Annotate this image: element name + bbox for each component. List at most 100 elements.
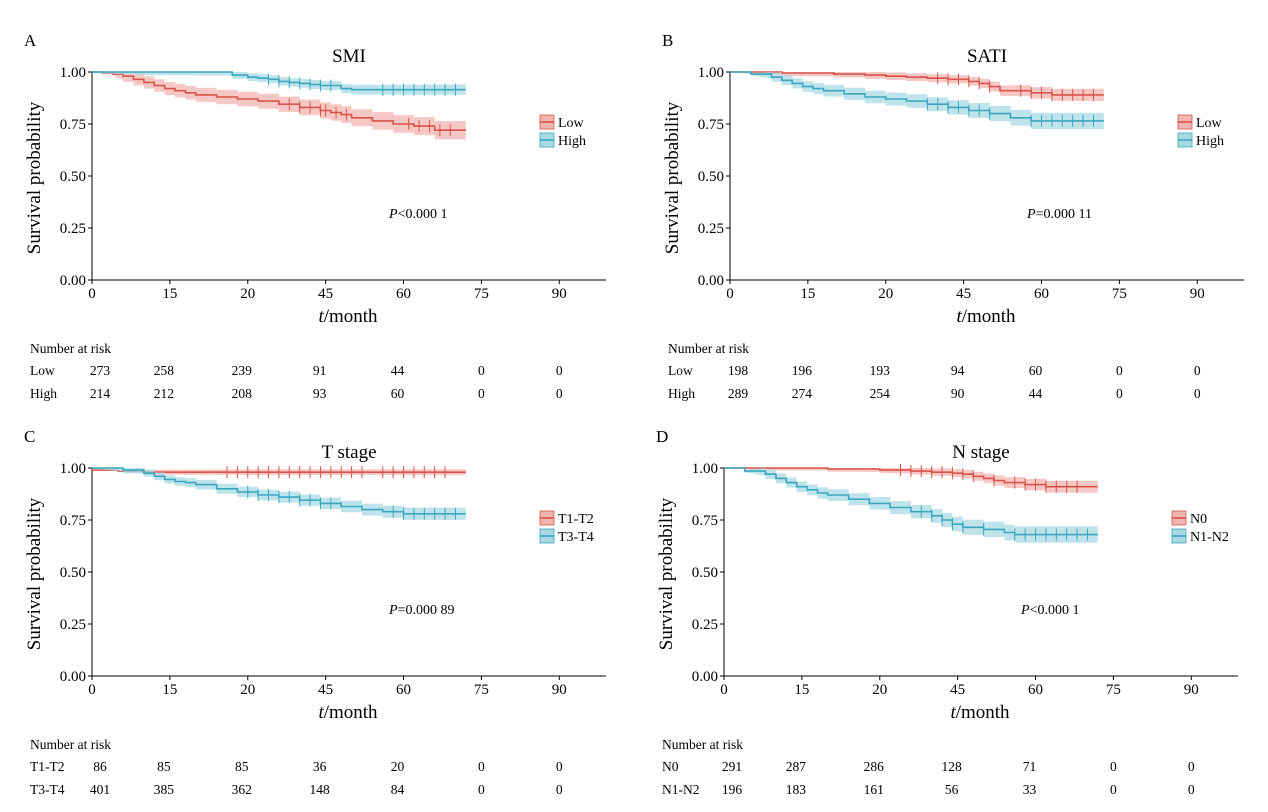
ci-band-1 bbox=[724, 468, 1098, 543]
risk-value: 60 bbox=[1029, 363, 1043, 378]
risk-value: 0 bbox=[478, 363, 485, 378]
chart-title: SATI bbox=[967, 46, 1007, 67]
legend-label: High bbox=[558, 134, 586, 149]
risk-heading: Number at risk bbox=[662, 737, 743, 752]
x-tick-label: 60 bbox=[396, 682, 411, 698]
p-value: P<0.000 1 bbox=[388, 207, 447, 222]
risk-value: 0 bbox=[556, 782, 563, 797]
legend-label: T3-T4 bbox=[558, 530, 594, 545]
risk-value: 161 bbox=[864, 782, 884, 797]
panel-d: D N stage Survival probability t/month 1.00 0… bbox=[632, 396, 1266, 802]
x-axis-label-italic: t bbox=[950, 702, 956, 723]
x-tick-label: 45 bbox=[950, 682, 965, 698]
x-axis-label: t/month bbox=[318, 306, 378, 327]
x-axis-label-rest: /month bbox=[324, 702, 378, 723]
y-tick-label: 0.75 bbox=[692, 513, 718, 529]
y-tick-label: 0.00 bbox=[60, 669, 86, 685]
risk-value: 20 bbox=[391, 759, 405, 774]
risk-value: 289 bbox=[728, 386, 749, 401]
risk-value: 85 bbox=[235, 759, 249, 774]
x-tick-label: 75 bbox=[1106, 682, 1121, 698]
risk-row-label: Low bbox=[30, 363, 55, 378]
risk-value: 148 bbox=[310, 782, 331, 797]
panel-letter: D bbox=[656, 427, 668, 446]
km-chart: A SMI Survival probability t/month 1.00 0.75 0… bbox=[24, 31, 606, 401]
risk-value: 287 bbox=[786, 759, 807, 774]
risk-value: 0 bbox=[1188, 782, 1195, 797]
legend-label: Low bbox=[1196, 116, 1223, 131]
risk-heading: Number at risk bbox=[668, 341, 749, 356]
risk-row-label: T3-T4 bbox=[30, 782, 65, 797]
risk-value: 84 bbox=[391, 782, 405, 797]
risk-value: 0 bbox=[1188, 759, 1195, 774]
x-tick-label: 20 bbox=[878, 286, 893, 302]
risk-value: 198 bbox=[728, 363, 749, 378]
km-chart: B SATI Survival probability t/month 1.00 0.75… bbox=[662, 31, 1244, 401]
y-tick-label: 1.00 bbox=[60, 65, 86, 81]
x-tick-label: 20 bbox=[240, 682, 255, 698]
x-tick-label: 0 bbox=[726, 286, 734, 302]
risk-value: 36 bbox=[313, 759, 327, 774]
p-value-italic: P bbox=[388, 207, 398, 222]
y-tick-label: 1.00 bbox=[60, 461, 86, 477]
panel-letter: C bbox=[24, 427, 35, 446]
risk-row-label: N1-N2 bbox=[662, 782, 700, 797]
p-value-italic: P bbox=[388, 603, 398, 618]
risk-value: 193 bbox=[870, 363, 891, 378]
x-tick-label: 45 bbox=[318, 286, 333, 302]
risk-row-label: T1-T2 bbox=[30, 759, 65, 774]
p-value: P<0.000 1 bbox=[1020, 603, 1079, 618]
risk-value: 0 bbox=[478, 782, 485, 797]
risk-value: 56 bbox=[945, 782, 959, 797]
risk-value: 0 bbox=[1194, 363, 1201, 378]
legend-label: Low bbox=[558, 116, 585, 131]
risk-value: 0 bbox=[1116, 363, 1123, 378]
risk-value: 33 bbox=[1023, 782, 1037, 797]
p-value: P=0.000 89 bbox=[388, 603, 454, 618]
risk-value: 91 bbox=[313, 363, 327, 378]
x-axis-label-italic: t bbox=[318, 306, 324, 327]
risk-value: 401 bbox=[90, 782, 110, 797]
risk-value: 258 bbox=[154, 363, 175, 378]
x-axis-label-italic: t bbox=[956, 306, 962, 327]
risk-value: 274 bbox=[792, 386, 813, 401]
y-tick-label: 0.25 bbox=[698, 221, 724, 237]
x-axis-label-rest: /month bbox=[324, 306, 378, 327]
risk-value: 94 bbox=[951, 363, 965, 378]
y-tick-label: 1.00 bbox=[692, 461, 718, 477]
y-tick-label: 0.75 bbox=[698, 117, 724, 133]
risk-value: 0 bbox=[1110, 759, 1117, 774]
risk-value: 254 bbox=[870, 386, 891, 401]
x-tick-label: 20 bbox=[872, 682, 887, 698]
y-tick-label: 0.75 bbox=[60, 117, 86, 133]
y-axis-label: Survival probability bbox=[24, 101, 45, 254]
x-tick-label: 0 bbox=[720, 682, 728, 698]
p-value-italic: P bbox=[1020, 603, 1030, 618]
chart-title: SMI bbox=[332, 46, 366, 67]
risk-value: 0 bbox=[478, 386, 485, 401]
y-tick-label: 0.75 bbox=[60, 513, 86, 529]
survival-line-1 bbox=[92, 467, 466, 515]
km-chart: D N stage Survival probability t/month 1.00 0… bbox=[656, 427, 1238, 797]
x-axis-label: t/month bbox=[950, 702, 1010, 723]
risk-value: 385 bbox=[154, 782, 175, 797]
risk-value: 196 bbox=[722, 782, 743, 797]
legend-label: N1-N2 bbox=[1190, 530, 1229, 545]
risk-row-label: High bbox=[668, 386, 695, 401]
x-tick-label: 45 bbox=[318, 682, 333, 698]
risk-value: 196 bbox=[792, 363, 813, 378]
x-tick-label: 15 bbox=[162, 682, 177, 698]
risk-value: 0 bbox=[556, 759, 563, 774]
p-value-italic: P bbox=[1026, 207, 1036, 222]
y-tick-label: 0.00 bbox=[60, 273, 86, 289]
risk-value: 0 bbox=[1110, 782, 1117, 797]
x-tick-label: 90 bbox=[552, 682, 567, 698]
panel-b: B SATI Survival probability t/month 1.00 0.75… bbox=[638, 0, 1268, 406]
x-tick-label: 75 bbox=[1112, 286, 1127, 302]
x-axis-label: t/month bbox=[956, 306, 1016, 327]
y-tick-label: 0.25 bbox=[692, 617, 718, 633]
risk-value: 239 bbox=[232, 363, 253, 378]
x-tick-label: 20 bbox=[240, 286, 255, 302]
y-tick-label: 0.50 bbox=[692, 565, 718, 581]
legend-label: N0 bbox=[1190, 512, 1207, 527]
